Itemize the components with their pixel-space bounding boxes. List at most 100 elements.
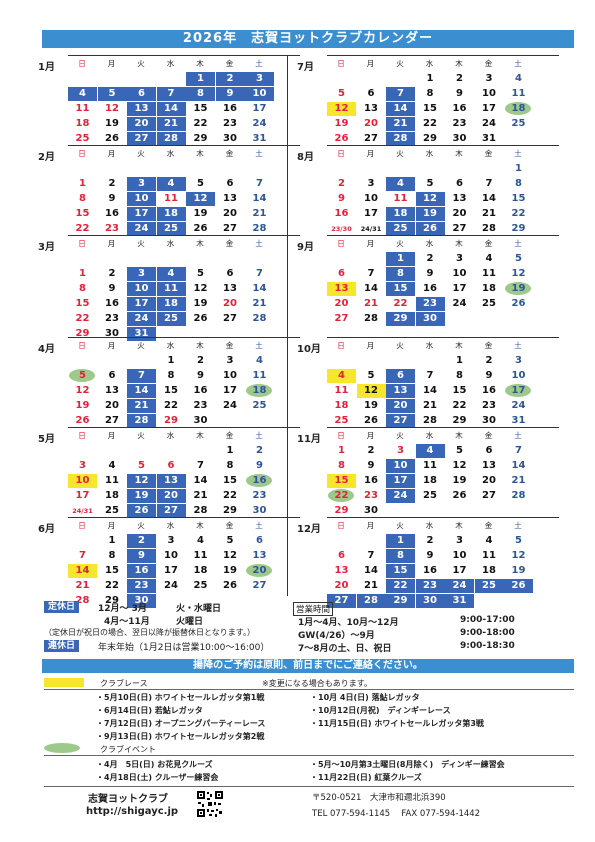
day-cell: 16 bbox=[105, 208, 119, 219]
day-cell: 15 bbox=[386, 282, 415, 296]
weekday-header: 月 bbox=[107, 521, 116, 530]
weekday-header: 金 bbox=[225, 239, 234, 248]
day-cell: 2 bbox=[338, 178, 345, 189]
day-cell: 4 bbox=[485, 253, 493, 264]
day-cell: 22 bbox=[164, 400, 178, 411]
day-cell: 13 bbox=[252, 550, 267, 561]
race-item: ・7月12日(日) オープニングパーティーレース bbox=[96, 719, 266, 728]
day-cell: 21 bbox=[75, 580, 90, 591]
day-cell: 27 bbox=[127, 132, 156, 146]
day-cell: 18 bbox=[482, 283, 496, 294]
day-cell: 4 bbox=[156, 177, 186, 191]
day-cell: 10 bbox=[386, 459, 415, 473]
weekday-header: 日 bbox=[78, 239, 86, 248]
hours-period-1: 1月～4月、10月～12月 bbox=[298, 618, 399, 628]
hours-period-2: GW(4/26）～9月 bbox=[298, 631, 375, 641]
day-cell: 17 bbox=[75, 490, 90, 501]
month-rule bbox=[327, 55, 559, 56]
day-cell: 9 bbox=[338, 193, 345, 204]
day-cell: 2 bbox=[197, 355, 204, 366]
day-cell: 26 bbox=[75, 415, 90, 426]
day-cell: 25 bbox=[482, 298, 496, 309]
day-cell: 1 bbox=[456, 355, 463, 366]
weekday-header: 日 bbox=[78, 431, 86, 440]
weekday-header: 日 bbox=[337, 521, 345, 530]
day-cell: 29 bbox=[334, 505, 349, 516]
day-cell: 10 bbox=[511, 370, 526, 381]
month-name: 12月 bbox=[297, 524, 321, 535]
day-cell: 5 bbox=[97, 87, 127, 101]
weekday-header: 日 bbox=[78, 149, 86, 158]
day-cell: 14 bbox=[423, 385, 437, 396]
weekday-header: 日 bbox=[337, 431, 345, 440]
club-url[interactable]: http://shigayc.jp bbox=[86, 806, 179, 817]
day-cell: 26 bbox=[223, 580, 237, 591]
race-legend-swatch bbox=[44, 678, 84, 687]
day-cell: 3 bbox=[226, 355, 234, 366]
day-cell: 12 bbox=[327, 102, 356, 116]
day-cell: 25 bbox=[156, 312, 186, 326]
day-cell: 7 bbox=[367, 268, 375, 279]
day-cell: 20 bbox=[334, 580, 349, 591]
day-cell: 15 bbox=[105, 565, 119, 576]
weekday-header: 木 bbox=[455, 521, 463, 530]
day-cell: 30 bbox=[223, 133, 237, 144]
day-cell: 19 bbox=[511, 565, 526, 576]
day-cell: 15 bbox=[75, 208, 90, 219]
day-cell: 9 bbox=[108, 283, 116, 294]
day-cell: 3 bbox=[485, 73, 493, 84]
day-cell: 19 bbox=[504, 282, 533, 296]
closed-days-1: 火・水曜日 bbox=[176, 604, 222, 614]
day-cell: 13 bbox=[364, 103, 378, 114]
day-cell: 15 bbox=[452, 385, 467, 396]
day-cell: 6 bbox=[256, 535, 263, 546]
day-cell: 9 bbox=[108, 193, 116, 204]
day-cell: 20 bbox=[156, 489, 186, 503]
weekday-header: 水 bbox=[425, 431, 434, 440]
day-cell: 8 bbox=[426, 88, 434, 99]
day-cell: 17 bbox=[504, 384, 533, 398]
day-cell: 13 bbox=[127, 102, 156, 116]
month-rule bbox=[68, 145, 300, 146]
day-cell: 15 bbox=[223, 475, 237, 486]
weekday-header: 土 bbox=[255, 239, 263, 248]
day-cell: 21 bbox=[511, 475, 526, 486]
day-cell: 18 bbox=[482, 565, 496, 576]
day-cell: 19 bbox=[75, 400, 90, 411]
day-cell: 24/31 bbox=[360, 225, 382, 233]
day-cell: 5 bbox=[515, 253, 522, 264]
closed-note: （定休日が祝日の場合、翌日以降が振替休日となります。） bbox=[44, 628, 255, 637]
day-cell: 20 bbox=[452, 208, 467, 219]
day-cell: 10 bbox=[452, 550, 467, 561]
weekday-header: 月 bbox=[366, 431, 375, 440]
race-item: ・5月10日(日) ホワイトセールレガッタ第1戦 bbox=[96, 693, 265, 702]
day-cell: 6 bbox=[386, 369, 415, 383]
day-cell: 22 bbox=[511, 208, 526, 219]
day-cell: 4 bbox=[515, 73, 522, 84]
day-cell: 5 bbox=[367, 370, 375, 381]
weekday-header: 土 bbox=[255, 341, 263, 350]
event-legend-label: クラブイベント bbox=[100, 745, 156, 754]
day-cell: 19 bbox=[105, 118, 119, 129]
day-cell: 28 bbox=[511, 490, 526, 501]
day-cell: 7 bbox=[197, 460, 204, 471]
day-cell: 20 bbox=[334, 298, 349, 309]
weekday-header: 月 bbox=[366, 149, 375, 158]
weekday-header: 土 bbox=[514, 431, 522, 440]
day-cell: 7 bbox=[426, 370, 434, 381]
day-cell: 14 bbox=[482, 193, 496, 204]
month-rule bbox=[327, 235, 559, 236]
weekday-header: 火 bbox=[396, 239, 404, 248]
day-cell: 8 bbox=[386, 549, 415, 563]
day-cell: 16 bbox=[482, 385, 496, 396]
day-cell: 2 bbox=[485, 355, 493, 366]
day-cell: 29 bbox=[105, 595, 119, 606]
day-cell: 10 bbox=[245, 87, 274, 101]
day-cell: 28 bbox=[386, 132, 415, 146]
hours-period-3: 7～8月の土、日、祝日 bbox=[298, 644, 392, 654]
day-cell: 19 bbox=[193, 208, 208, 219]
day-cell: 9 bbox=[426, 268, 434, 279]
day-cell: 12 bbox=[223, 550, 237, 561]
weekday-header: 木 bbox=[196, 149, 204, 158]
day-cell: 30 bbox=[364, 505, 378, 516]
